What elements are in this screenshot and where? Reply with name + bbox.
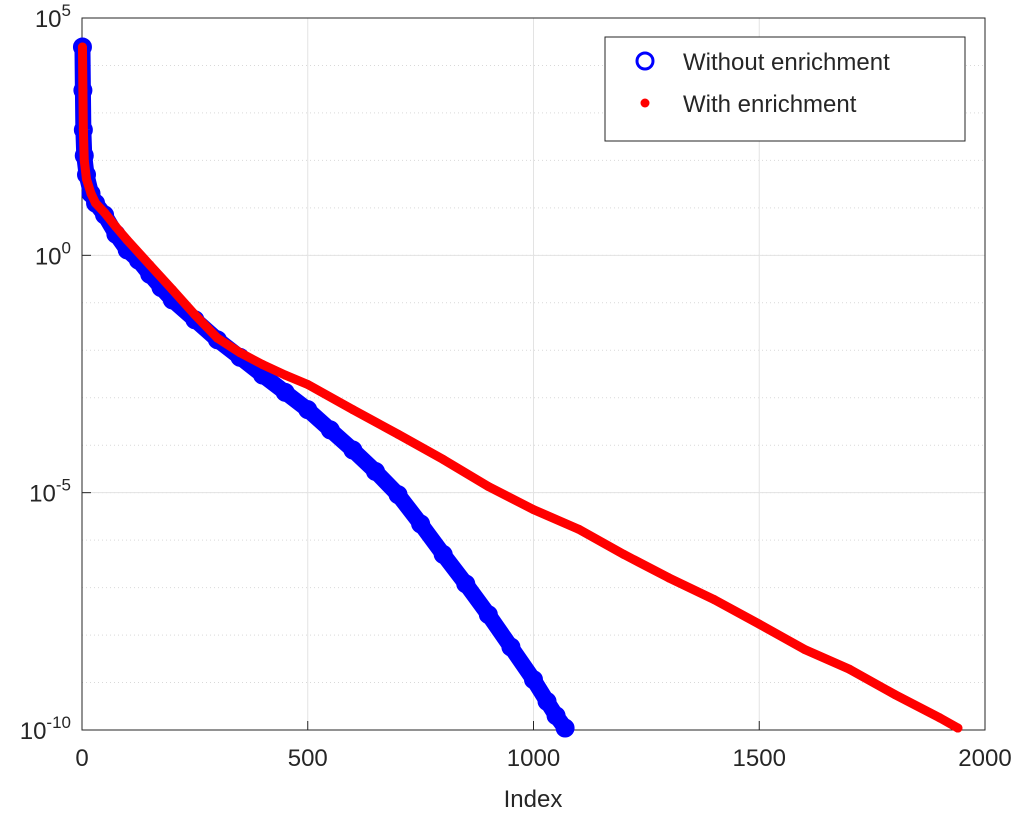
point xyxy=(935,713,945,723)
legend-box xyxy=(604,36,966,142)
point xyxy=(79,155,89,165)
point xyxy=(890,689,900,699)
point-band xyxy=(77,42,963,733)
point xyxy=(478,605,498,625)
point xyxy=(77,42,87,52)
point xyxy=(537,691,557,711)
point xyxy=(754,619,764,629)
point xyxy=(78,125,88,135)
point xyxy=(348,405,358,415)
point xyxy=(483,481,493,491)
point xyxy=(664,573,674,583)
point xyxy=(574,524,584,534)
y-tick-label: 105 xyxy=(35,1,71,33)
point xyxy=(438,454,448,464)
point xyxy=(303,380,313,390)
point xyxy=(456,574,476,594)
x-tick-label: 2000 xyxy=(958,745,1011,772)
legend-marker xyxy=(640,98,650,108)
point xyxy=(82,174,92,184)
x-tick-label: 1000 xyxy=(507,745,560,772)
point xyxy=(86,189,96,199)
x-axis-label: Index xyxy=(504,786,563,811)
point xyxy=(388,485,408,505)
point xyxy=(411,514,431,534)
point xyxy=(100,208,110,218)
y-tick-label: 10-10 xyxy=(20,713,71,745)
x-tick-label: 1500 xyxy=(733,745,786,772)
point xyxy=(555,718,575,738)
point xyxy=(111,222,121,232)
point xyxy=(298,400,318,420)
point xyxy=(365,461,385,481)
point xyxy=(212,333,222,343)
point xyxy=(190,310,200,320)
legend-label: With enrichment xyxy=(683,91,857,118)
plot-frame xyxy=(81,17,986,731)
point-band xyxy=(74,38,574,737)
point xyxy=(799,644,809,654)
point xyxy=(122,235,132,245)
y-tick-label: 100 xyxy=(35,238,71,270)
point xyxy=(845,664,855,674)
point xyxy=(529,505,538,515)
x-tick-label: 0 xyxy=(75,745,88,772)
point xyxy=(343,440,363,460)
point xyxy=(501,637,521,657)
point xyxy=(280,370,290,380)
point xyxy=(258,360,268,370)
point xyxy=(546,706,566,726)
point xyxy=(235,348,245,358)
point xyxy=(91,198,101,208)
y-tick-label: 10-5 xyxy=(29,476,71,508)
point xyxy=(145,260,155,270)
x-tick-label: 500 xyxy=(288,745,328,772)
point xyxy=(320,420,340,440)
point xyxy=(709,595,719,605)
legend-label: Without enrichment xyxy=(683,49,890,76)
legend-marker xyxy=(635,51,655,71)
point xyxy=(78,85,88,95)
point xyxy=(275,382,295,402)
point xyxy=(524,670,543,690)
point xyxy=(393,429,403,439)
point xyxy=(167,285,177,295)
point xyxy=(953,723,963,733)
point xyxy=(619,549,629,559)
point xyxy=(433,544,453,564)
